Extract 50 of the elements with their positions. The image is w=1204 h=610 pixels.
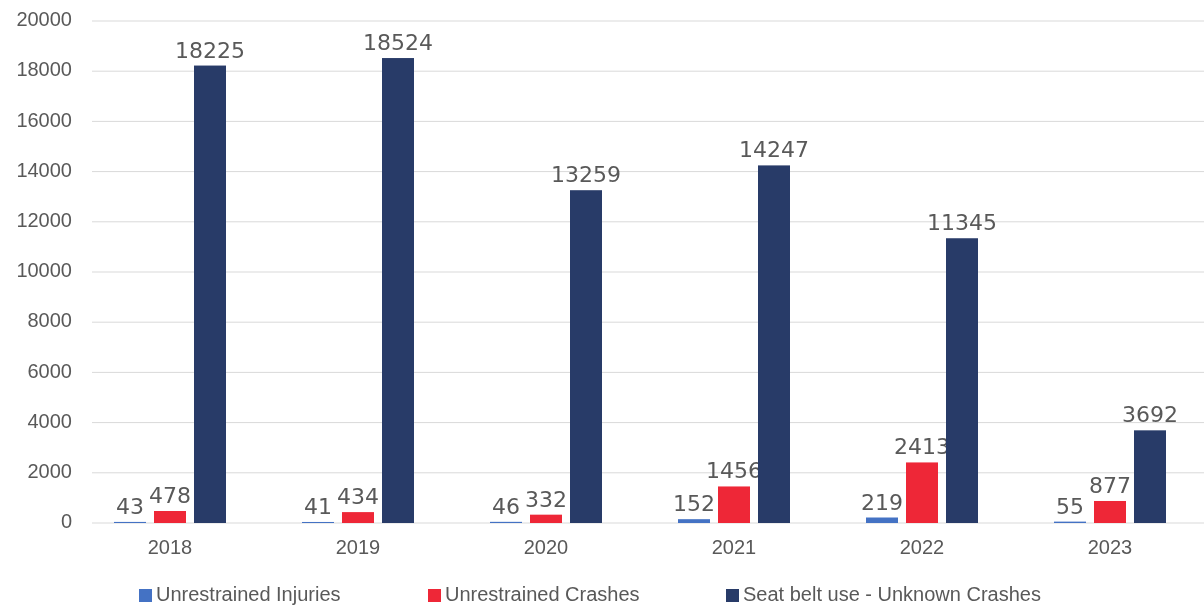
bar	[758, 165, 790, 523]
y-tick-label: 20000	[16, 8, 72, 31]
data-label: 3692	[1122, 402, 1178, 428]
y-tick-label: 12000	[16, 209, 72, 232]
x-tick-label: 2018	[147, 536, 193, 558]
y-tick-label: 4000	[27, 409, 72, 432]
y-tick-label: 10000	[16, 259, 72, 282]
data-label: 43	[116, 493, 144, 519]
data-label: 46	[492, 493, 520, 519]
bar	[1094, 500, 1126, 523]
bar	[382, 58, 414, 523]
legend-label: Seat belt use - Unknown Crashes	[743, 583, 1041, 606]
x-tick-label: 2022	[899, 536, 945, 558]
x-tick-label: 2021	[711, 536, 757, 558]
y-tick-label: 2000	[27, 460, 72, 483]
data-label: 332	[525, 486, 567, 512]
y-tick-label: 18000	[16, 58, 72, 81]
y-tick-label: 14000	[16, 158, 72, 181]
bar	[718, 486, 750, 523]
data-label: 219	[861, 489, 903, 515]
data-label: 18225	[175, 37, 245, 63]
data-label: 478	[149, 483, 191, 508]
bar	[1134, 430, 1166, 523]
data-label: 55	[1056, 493, 1084, 519]
y-tick-label: 8000	[27, 309, 72, 332]
x-tick-label: 2023	[1087, 536, 1133, 558]
bar	[194, 65, 226, 523]
data-label: 11345	[927, 210, 997, 236]
bar	[866, 517, 898, 523]
y-tick-label: 0	[60, 510, 72, 533]
data-label: 434	[337, 484, 379, 510]
data-label: 18524	[363, 30, 433, 56]
x-tick-label: 2019	[335, 536, 381, 558]
bar	[154, 511, 186, 523]
bar	[530, 514, 562, 523]
legend-label: Unrestrained Crashes	[445, 583, 640, 606]
bar	[342, 512, 374, 523]
y-tick-label: 16000	[16, 108, 72, 131]
x-tick-label: 2020	[523, 536, 569, 558]
legend-label: Unrestrained Injuries	[156, 583, 341, 606]
data-label: 152	[673, 491, 715, 517]
data-label: 877	[1089, 472, 1131, 498]
data-label: 14247	[739, 137, 809, 163]
bar	[906, 462, 938, 523]
bar	[946, 238, 978, 523]
data-label: 41	[304, 493, 332, 519]
bar	[570, 190, 602, 523]
y-tick-label: 6000	[27, 359, 72, 382]
data-label: 13259	[551, 162, 621, 188]
bar	[678, 519, 710, 523]
